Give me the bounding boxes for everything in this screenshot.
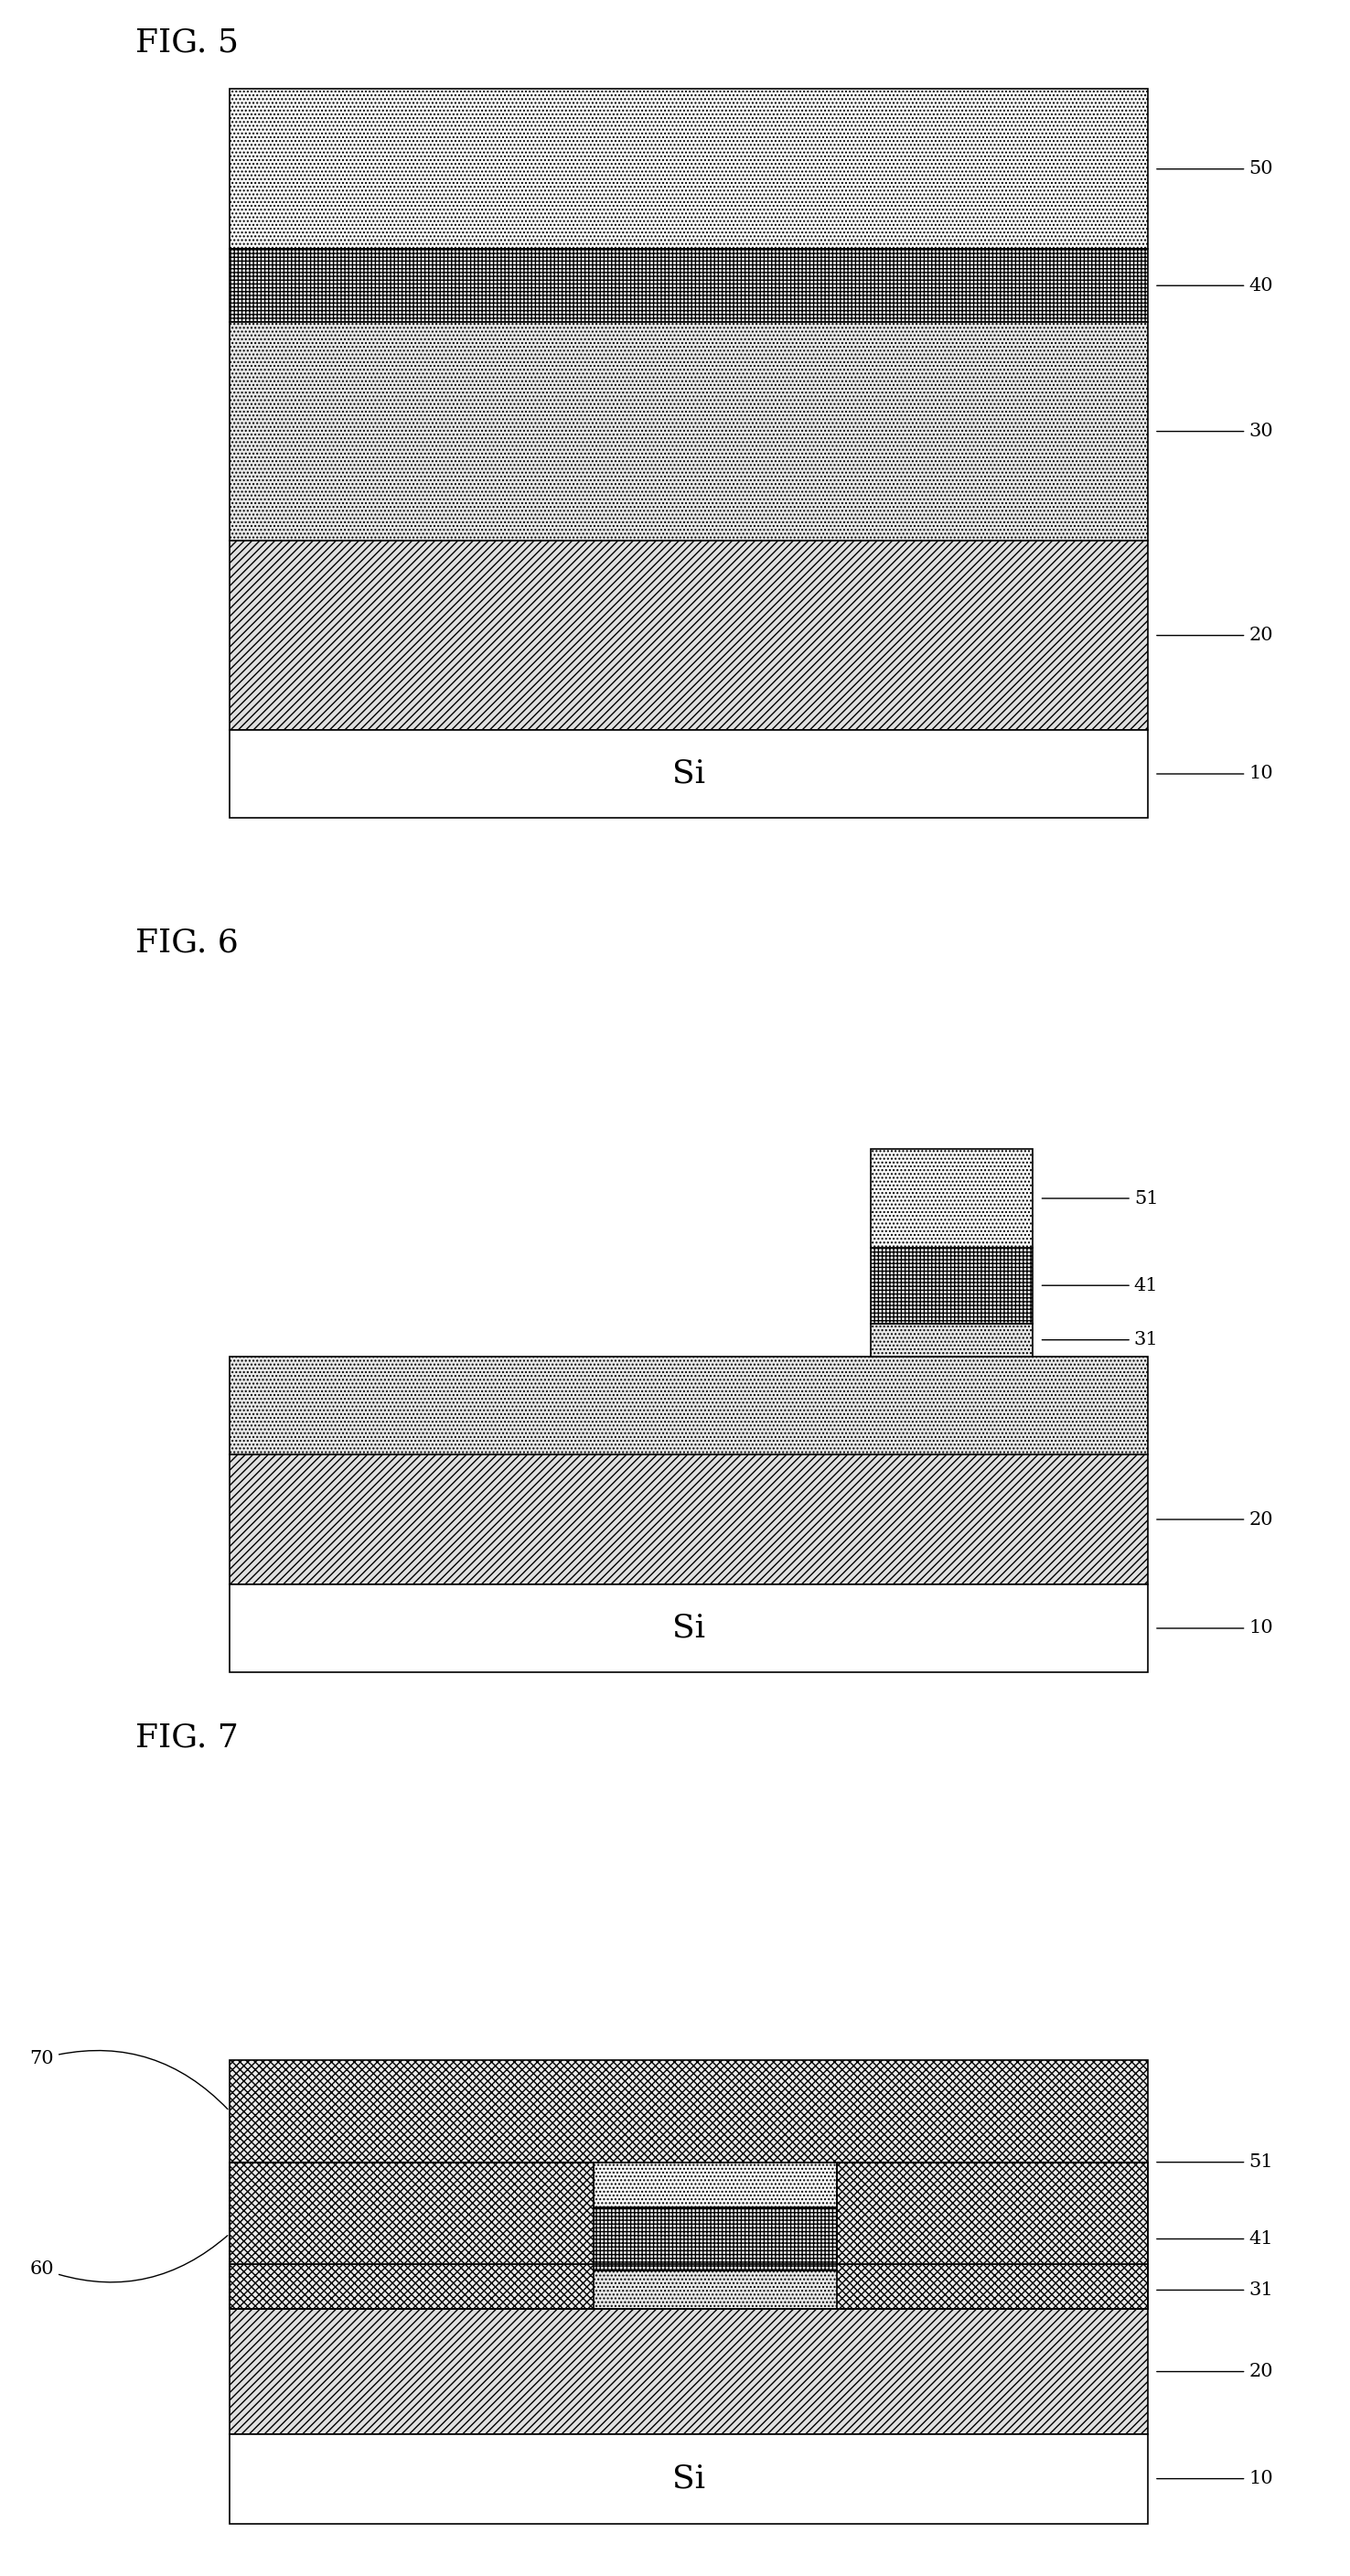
Bar [594,2272,837,2308]
Text: 10: 10 [1157,1620,1273,1636]
Text: 31: 31 [1157,2282,1273,2298]
Bar [230,88,1148,250]
Bar [594,2208,837,2272]
Text: Si: Si [672,757,705,788]
Bar [230,2264,1148,2308]
Text: FIG. 5: FIG. 5 [135,26,239,57]
Bar [871,1149,1033,1247]
Bar [230,250,1148,322]
Bar [230,2434,1148,2524]
Bar [230,1584,1148,1672]
Text: 41: 41 [1157,2231,1273,2249]
Text: 20: 20 [1157,1510,1273,1528]
Bar [230,541,1148,729]
Bar [230,729,1148,817]
Bar [230,2161,594,2264]
Text: FIG. 7: FIG. 7 [135,1721,238,1754]
Text: 10: 10 [1157,2470,1273,2488]
Text: 40: 40 [1157,278,1273,294]
Text: 10: 10 [1157,765,1273,783]
Text: 20: 20 [1157,2362,1273,2380]
Text: 51: 51 [1157,2154,1273,2172]
Bar [871,1247,1033,1324]
Bar [230,1355,1148,1453]
Text: 70: 70 [30,2050,228,2110]
Bar [230,322,1148,541]
Bar [871,1324,1033,1355]
Text: 30: 30 [1157,422,1273,440]
Text: 31: 31 [1042,1332,1158,1350]
Bar [230,2308,1148,2434]
Bar [594,2117,837,2208]
Bar [230,2264,1148,2308]
Bar [837,2161,1148,2264]
Text: Si: Si [672,2463,705,2494]
Text: 60: 60 [30,2236,228,2282]
Text: FIG. 6: FIG. 6 [135,927,238,958]
Text: Si: Si [672,1613,705,1643]
Bar [230,1453,1148,1584]
Text: 51: 51 [1042,1190,1158,1208]
Text: 50: 50 [1157,160,1273,178]
Text: 20: 20 [1157,626,1273,644]
Text: 41: 41 [1042,1278,1158,1293]
Bar [230,2061,1148,2161]
